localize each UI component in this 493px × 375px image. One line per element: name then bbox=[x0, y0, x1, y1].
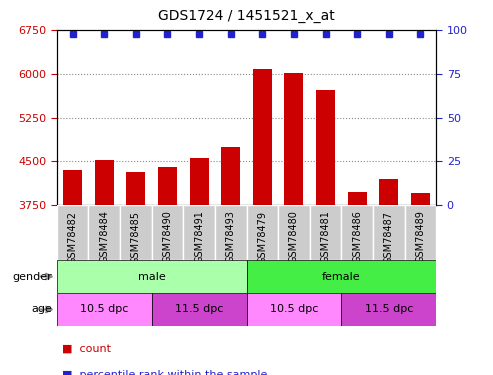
Bar bbox=[152, 205, 183, 260]
Bar bbox=[57, 205, 88, 260]
Text: 10.5 dpc: 10.5 dpc bbox=[270, 304, 318, 315]
Bar bbox=[152, 293, 246, 326]
Bar bbox=[310, 205, 341, 260]
Text: GSM78489: GSM78489 bbox=[416, 210, 425, 263]
Bar bbox=[316, 90, 335, 205]
Text: GDS1724 / 1451521_x_at: GDS1724 / 1451521_x_at bbox=[158, 9, 335, 23]
Bar bbox=[57, 260, 246, 293]
Bar bbox=[246, 293, 341, 326]
Bar bbox=[95, 160, 113, 205]
Bar bbox=[215, 205, 246, 260]
Bar bbox=[253, 69, 272, 205]
Text: GSM78493: GSM78493 bbox=[226, 210, 236, 263]
Bar bbox=[120, 205, 152, 260]
Bar bbox=[341, 205, 373, 260]
Text: 10.5 dpc: 10.5 dpc bbox=[80, 304, 128, 315]
Text: GSM78482: GSM78482 bbox=[68, 210, 77, 264]
Bar bbox=[126, 172, 145, 205]
Bar bbox=[405, 205, 436, 260]
Bar bbox=[348, 192, 367, 205]
Text: GSM78485: GSM78485 bbox=[131, 210, 141, 264]
Text: age: age bbox=[31, 304, 52, 315]
Text: GSM78491: GSM78491 bbox=[194, 210, 204, 263]
Bar bbox=[221, 147, 240, 205]
Bar bbox=[380, 179, 398, 205]
Bar bbox=[246, 260, 436, 293]
Text: GSM78484: GSM78484 bbox=[99, 210, 109, 263]
Bar bbox=[411, 193, 430, 205]
Bar bbox=[57, 293, 152, 326]
Text: GSM78486: GSM78486 bbox=[352, 210, 362, 263]
Text: gender: gender bbox=[12, 272, 52, 282]
Text: GSM78480: GSM78480 bbox=[289, 210, 299, 263]
Text: GSM78481: GSM78481 bbox=[320, 210, 331, 263]
Bar bbox=[183, 205, 215, 260]
Bar bbox=[341, 293, 436, 326]
Text: female: female bbox=[322, 272, 361, 282]
Bar bbox=[246, 205, 278, 260]
Text: GSM78487: GSM78487 bbox=[384, 210, 394, 264]
Text: GSM78490: GSM78490 bbox=[162, 210, 173, 263]
Bar bbox=[189, 158, 209, 205]
Text: ■  count: ■ count bbox=[62, 344, 110, 354]
Text: male: male bbox=[138, 272, 166, 282]
Text: GSM78479: GSM78479 bbox=[257, 210, 267, 264]
Bar bbox=[373, 205, 405, 260]
Bar bbox=[88, 205, 120, 260]
Text: 11.5 dpc: 11.5 dpc bbox=[365, 304, 413, 315]
Bar bbox=[284, 73, 304, 205]
Text: 11.5 dpc: 11.5 dpc bbox=[175, 304, 223, 315]
Bar bbox=[158, 167, 177, 205]
Text: ■  percentile rank within the sample: ■ percentile rank within the sample bbox=[62, 370, 267, 375]
Bar bbox=[63, 170, 82, 205]
Bar bbox=[278, 205, 310, 260]
